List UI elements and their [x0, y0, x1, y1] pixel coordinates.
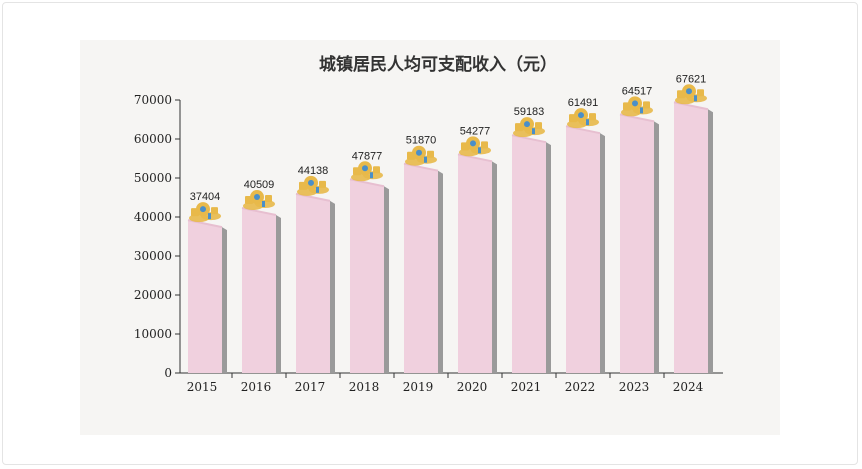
- bar-side: [438, 170, 443, 373]
- y-tick-label: 40000: [134, 210, 172, 224]
- data-label: 59183: [514, 106, 545, 118]
- data-label: 51870: [406, 135, 437, 147]
- x-tick-label: 2017: [295, 380, 326, 394]
- bar-2024: [673, 84, 713, 373]
- coin-stack-icon: [405, 145, 437, 166]
- y-tick-label: 10000: [134, 327, 172, 341]
- data-label: 37404: [190, 191, 221, 203]
- bar-face: [404, 163, 438, 373]
- data-label: 44138: [298, 165, 329, 177]
- bar-face: [674, 102, 708, 373]
- data-label: 67621: [676, 73, 707, 85]
- coin-stack-icon: [567, 108, 599, 129]
- data-labels: 37404 40509 44138 47877 51870 54277 59183 61491…: [190, 73, 707, 203]
- data-label: 54277: [460, 125, 491, 137]
- axes: 0 10000 20000 30000 40000 50000 60000 70000 2015…: [134, 93, 723, 394]
- data-label: 64517: [622, 85, 653, 97]
- chart-title: 城镇居民人均可支配收入（元）: [319, 54, 557, 75]
- data-label: 47877: [352, 150, 383, 162]
- bar-side: [492, 161, 497, 373]
- bar-2017: [295, 175, 335, 373]
- bar-side: [708, 109, 713, 373]
- bar-face: [566, 126, 600, 374]
- y-tick-label: 0: [164, 366, 172, 380]
- coin-stack-icon: [459, 136, 491, 157]
- coin-stack-icon: [243, 190, 275, 211]
- x-tick-label: 2015: [187, 380, 218, 394]
- coin-stack-icon: [189, 202, 221, 223]
- x-tick-label: 2020: [457, 380, 488, 394]
- bars: [187, 84, 713, 374]
- x-tick-label: 2019: [403, 380, 434, 394]
- bar-face: [188, 220, 222, 373]
- x-tick-label: 2023: [619, 380, 650, 394]
- bar-2023: [619, 96, 659, 373]
- bar-side: [222, 227, 227, 373]
- bar-2020: [457, 136, 497, 373]
- bar-face: [512, 135, 546, 373]
- coin-stack-icon: [297, 175, 329, 196]
- x-tick-label: 2021: [511, 380, 542, 394]
- bar-2018: [349, 161, 389, 373]
- x-tick-label: 2024: [673, 380, 704, 394]
- coin-stack-icon: [621, 96, 653, 117]
- y-tick-label: 50000: [134, 171, 172, 185]
- coin-stack-icon: [513, 117, 545, 138]
- bar-2021: [511, 117, 551, 373]
- bar-face: [458, 154, 492, 373]
- bar-2022: [565, 108, 605, 374]
- x-tick-label: 2018: [349, 380, 380, 394]
- data-label: 40509: [244, 179, 275, 191]
- bar-side: [600, 133, 605, 373]
- x-tick-label: 2022: [565, 380, 596, 394]
- coin-stack-icon: [675, 84, 707, 105]
- bar-2016: [241, 190, 281, 373]
- y-tick-label: 70000: [134, 93, 172, 107]
- y-tick-label: 30000: [134, 249, 172, 263]
- y-tick-label: 60000: [134, 132, 172, 146]
- bar-side: [330, 200, 335, 373]
- bar-side: [654, 121, 659, 373]
- bar-side: [276, 215, 281, 373]
- bar-face: [296, 193, 330, 373]
- y-tick-label: 20000: [134, 288, 172, 302]
- data-label: 61491: [568, 97, 599, 109]
- bar-2019: [403, 145, 443, 373]
- bar-side: [546, 142, 551, 373]
- x-tick-label: 2016: [241, 380, 272, 394]
- bar-side: [384, 186, 389, 373]
- coin-stack-icon: [351, 161, 383, 182]
- bar-2015: [187, 202, 227, 373]
- bar-face: [242, 208, 276, 373]
- bar-face: [350, 179, 384, 373]
- bar-face: [620, 114, 654, 373]
